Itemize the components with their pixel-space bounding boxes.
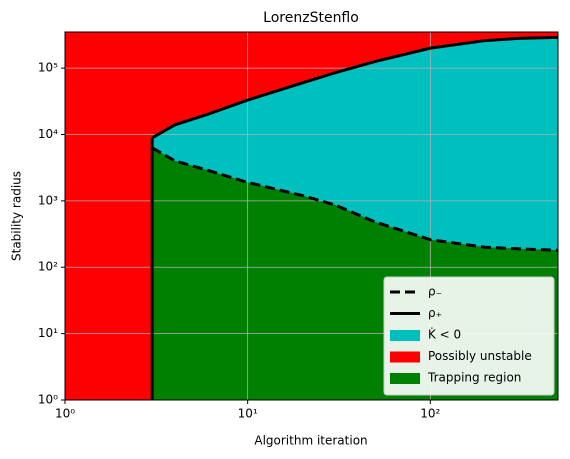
legend-patch [390,330,420,341]
legend-patch [390,373,420,384]
y-axis-label: Stability radius [10,171,24,261]
y-tick-label: 10¹ [38,326,58,340]
series-line [151,146,559,252]
legend-box [383,276,555,396]
series-line [151,35,559,140]
y-tick-label: 10³ [38,193,58,207]
legend-label: ρ₋ [428,285,442,299]
y-tick-label: 10⁰ [38,393,58,407]
x-tick-label: 10⁰ [55,407,75,421]
legend-label: K̇ < 0 [428,327,461,341]
legend-patch [390,351,420,363]
x-tick-label: 10¹ [238,407,258,421]
legend-label: Possibly unstable [428,349,532,363]
y-tick-label: 10⁴ [38,127,58,141]
x-axis-label: Algorithm iteration [254,434,367,448]
x-tick-label: 10² [420,407,440,421]
y-tick-label: 10⁵ [38,61,58,75]
legend: ρ₋ ρ₊ K̇ < 0 Possibly unstable Trapping regi… [383,276,555,396]
chart-title: LorenzStenflo [263,10,359,26]
legend-label: Trapping region [427,371,521,385]
region-negative-kdot [152,37,559,251]
legend-label: ρ₊ [428,306,442,320]
y-tick-label: 10² [38,260,58,274]
plot-frame [64,31,559,401]
